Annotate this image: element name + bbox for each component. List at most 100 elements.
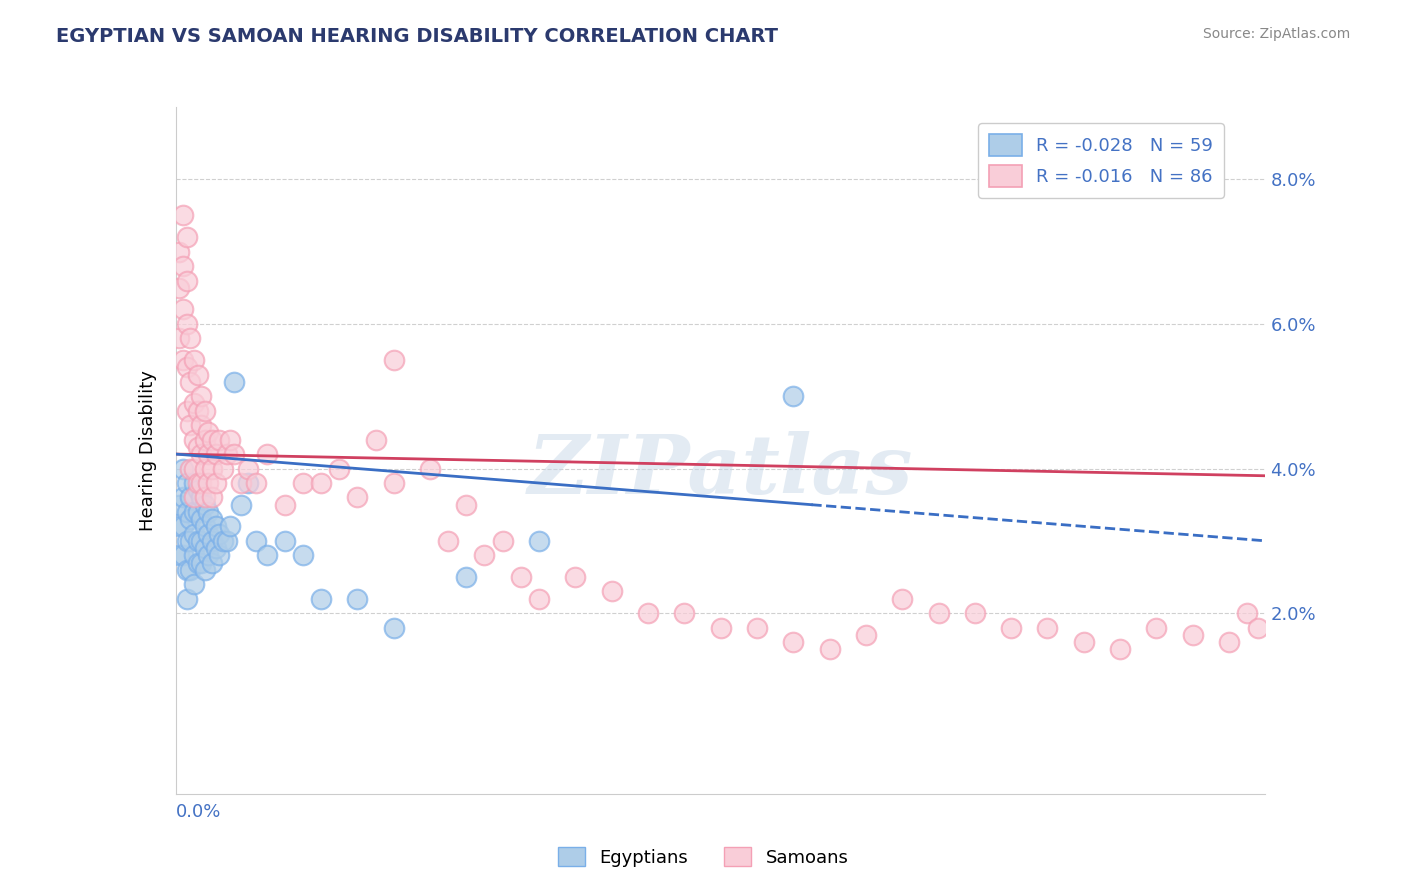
- Point: [194, 491, 217, 505]
- Point: [197, 549, 219, 563]
- Point: [204, 447, 226, 461]
- Point: [600, 584, 623, 599]
- Point: [183, 461, 205, 475]
- Point: [382, 621, 405, 635]
- Point: [179, 491, 201, 505]
- Point: [437, 533, 460, 548]
- Point: [274, 498, 297, 512]
- Point: [190, 418, 212, 433]
- Point: [419, 461, 441, 475]
- Point: [291, 475, 314, 490]
- Point: [194, 461, 217, 475]
- Point: [673, 606, 696, 620]
- Point: [183, 475, 205, 490]
- Point: [172, 259, 194, 273]
- Legend: R = -0.028   N = 59, R = -0.016   N = 86: R = -0.028 N = 59, R = -0.016 N = 86: [979, 123, 1223, 198]
- Point: [745, 621, 768, 635]
- Point: [194, 498, 217, 512]
- Point: [215, 533, 238, 548]
- Point: [179, 512, 201, 526]
- Point: [208, 433, 231, 447]
- Point: [219, 433, 242, 447]
- Point: [197, 425, 219, 440]
- Point: [186, 556, 209, 570]
- Point: [231, 475, 253, 490]
- Point: [256, 549, 278, 563]
- Point: [782, 635, 804, 649]
- Point: [274, 533, 297, 548]
- Point: [222, 447, 245, 461]
- Point: [1181, 628, 1204, 642]
- Point: [190, 556, 212, 570]
- Point: [172, 461, 194, 475]
- Point: [176, 591, 198, 606]
- Point: [382, 475, 405, 490]
- Point: [963, 606, 986, 620]
- Point: [1000, 621, 1022, 635]
- Point: [194, 519, 217, 533]
- Point: [197, 526, 219, 541]
- Point: [201, 556, 224, 570]
- Point: [169, 244, 191, 259]
- Point: [782, 389, 804, 403]
- Point: [169, 519, 191, 533]
- Point: [183, 505, 205, 519]
- Point: [190, 475, 212, 490]
- Point: [1073, 635, 1095, 649]
- Point: [208, 526, 231, 541]
- Point: [172, 353, 194, 368]
- Point: [169, 281, 191, 295]
- Point: [928, 606, 950, 620]
- Point: [176, 403, 198, 417]
- Point: [190, 447, 212, 461]
- Point: [204, 519, 226, 533]
- Point: [179, 418, 201, 433]
- Point: [456, 498, 478, 512]
- Point: [818, 642, 841, 657]
- Point: [197, 447, 219, 461]
- Point: [194, 433, 217, 447]
- Point: [231, 498, 253, 512]
- Point: [527, 591, 550, 606]
- Text: ZIPatlas: ZIPatlas: [527, 431, 914, 511]
- Point: [527, 533, 550, 548]
- Point: [197, 475, 219, 490]
- Point: [186, 483, 209, 498]
- Point: [183, 549, 205, 563]
- Point: [1146, 621, 1168, 635]
- Point: [172, 491, 194, 505]
- Point: [245, 475, 267, 490]
- Point: [179, 331, 201, 345]
- Point: [509, 570, 531, 584]
- Point: [1218, 635, 1240, 649]
- Point: [1109, 642, 1132, 657]
- Point: [186, 533, 209, 548]
- Point: [201, 512, 224, 526]
- Point: [169, 331, 191, 345]
- Text: 0.0%: 0.0%: [176, 803, 221, 821]
- Point: [1036, 621, 1059, 635]
- Point: [456, 570, 478, 584]
- Point: [201, 533, 224, 548]
- Point: [208, 549, 231, 563]
- Point: [183, 433, 205, 447]
- Point: [186, 368, 209, 382]
- Point: [245, 533, 267, 548]
- Point: [891, 591, 914, 606]
- Point: [204, 541, 226, 555]
- Point: [238, 461, 260, 475]
- Point: [212, 533, 235, 548]
- Point: [194, 403, 217, 417]
- Point: [291, 549, 314, 563]
- Point: [215, 447, 238, 461]
- Point: [176, 360, 198, 375]
- Point: [172, 209, 194, 223]
- Point: [1247, 621, 1270, 635]
- Text: Source: ZipAtlas.com: Source: ZipAtlas.com: [1202, 27, 1350, 41]
- Point: [176, 505, 198, 519]
- Point: [179, 375, 201, 389]
- Point: [183, 353, 205, 368]
- Legend: Egyptians, Samoans: Egyptians, Samoans: [550, 840, 856, 874]
- Y-axis label: Hearing Disability: Hearing Disability: [139, 370, 157, 531]
- Point: [637, 606, 659, 620]
